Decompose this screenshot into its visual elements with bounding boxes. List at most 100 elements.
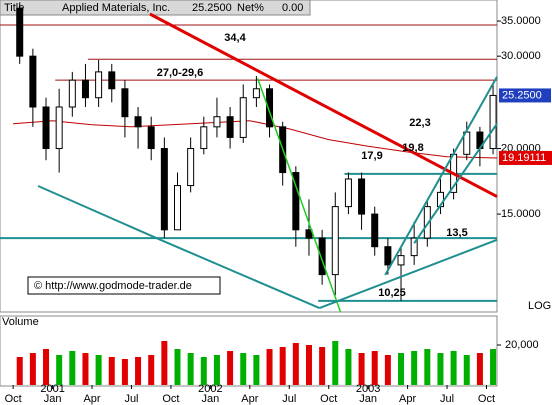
x-tick-label: Oct [5, 393, 22, 405]
candle-body [344, 178, 352, 208]
volume-bar [187, 353, 194, 385]
volume-bar [148, 355, 155, 385]
volume-label: Volume [2, 316, 39, 328]
trendline [413, 123, 498, 244]
candle-body [68, 79, 76, 108]
volume-bar [56, 355, 63, 385]
x-tick-label: Oct [478, 393, 495, 405]
candle-body [81, 79, 89, 99]
candle-body [397, 255, 405, 266]
ma-box [499, 150, 552, 165]
volume-bar [200, 357, 207, 385]
candle-body [16, 7, 24, 57]
candle-body [160, 148, 168, 231]
price-box-label: 25.2500 [502, 89, 542, 101]
x-tick-label: Jul [124, 393, 138, 405]
candle-body [213, 116, 221, 128]
candle-body [147, 126, 155, 150]
volume-bar [292, 343, 299, 385]
volume-bar [227, 351, 234, 385]
year-label: 2001 [40, 383, 64, 395]
annotation: 19,8 [402, 142, 423, 154]
candle-body [55, 106, 63, 150]
x-tick-label: Oct [320, 393, 337, 405]
volume-bar [371, 351, 378, 385]
candle-body [42, 106, 50, 150]
price-box [499, 88, 551, 103]
trendline [256, 78, 342, 313]
volume-bar [319, 347, 326, 385]
level-label: 17,9 [361, 150, 382, 162]
volume-bar [213, 355, 220, 385]
candle-body [187, 148, 195, 187]
volume-bar [161, 341, 168, 385]
y-tick-label: 30.0000 [501, 50, 541, 62]
moving-average [13, 120, 498, 159]
trendline [384, 76, 498, 276]
candle-body [384, 246, 392, 266]
volume-bar [424, 349, 431, 385]
copyright: © http://www.godmode-trader.de [34, 280, 192, 292]
candle-body [226, 116, 234, 138]
ma-box-label: 19.19111 [502, 152, 546, 164]
volume-bar [108, 357, 115, 385]
volume-bar [476, 353, 483, 385]
header-price: 25.2500 [192, 2, 232, 14]
candle-body [371, 213, 379, 248]
x-tick-label: Apr [399, 393, 416, 405]
volume-bar [358, 353, 365, 385]
x-tick-label: Apr [241, 393, 258, 405]
volume-bar [332, 341, 339, 385]
volume-bar [305, 345, 312, 385]
volume-bar [69, 351, 76, 385]
volume-bar [43, 349, 50, 385]
volume-bar [384, 355, 391, 385]
scale-label: LOG [528, 300, 551, 312]
volume-bar [266, 349, 273, 385]
volume-panel [0, 315, 498, 387]
volume-bar [279, 347, 286, 385]
volume-bar [29, 353, 36, 385]
x-tick-label: Jul [440, 393, 454, 405]
candle-body [121, 88, 129, 118]
y-tick-label: 35.0000 [501, 15, 541, 27]
net-value: 0.00 [282, 2, 303, 14]
candle-body [29, 55, 37, 108]
x-tick-label: Jan [201, 393, 219, 405]
year-label: 2003 [356, 383, 380, 395]
volume-bar [240, 353, 247, 385]
candle-body [410, 237, 418, 257]
candle-body [331, 206, 339, 276]
volume-bar [174, 349, 181, 385]
volume-bar [121, 359, 128, 385]
candle-body [239, 97, 247, 138]
level-label: 27,0-29,6 [157, 67, 203, 79]
volume-bar [437, 353, 444, 385]
candle-body [423, 206, 431, 239]
trendline [37, 185, 320, 310]
copyright-box [27, 276, 221, 295]
volume-tick-label: 20,000 [505, 339, 539, 351]
volume-bar [16, 357, 23, 385]
volume-bar [398, 353, 405, 385]
price-panel [0, 0, 498, 313]
y-tick-label: 15.0000 [501, 208, 541, 220]
year-label: 2002 [198, 383, 222, 395]
volume-bar [253, 355, 260, 385]
candle-body [358, 178, 366, 215]
volume-bar [490, 349, 497, 385]
candle-body [305, 229, 313, 239]
x-tick-label: Jul [282, 393, 296, 405]
volume-bar [95, 355, 102, 385]
level-label: 13,5 [446, 227, 467, 239]
x-tick-label: Apr [83, 393, 100, 405]
trendline [149, 12, 498, 198]
candle-body [95, 71, 103, 99]
volume-bar [135, 357, 142, 385]
level-label: 10,25 [378, 287, 406, 299]
candle-body [134, 116, 142, 128]
candle-body [174, 185, 181, 231]
volume-bar [82, 353, 89, 385]
x-tick-label: Oct [162, 393, 179, 405]
